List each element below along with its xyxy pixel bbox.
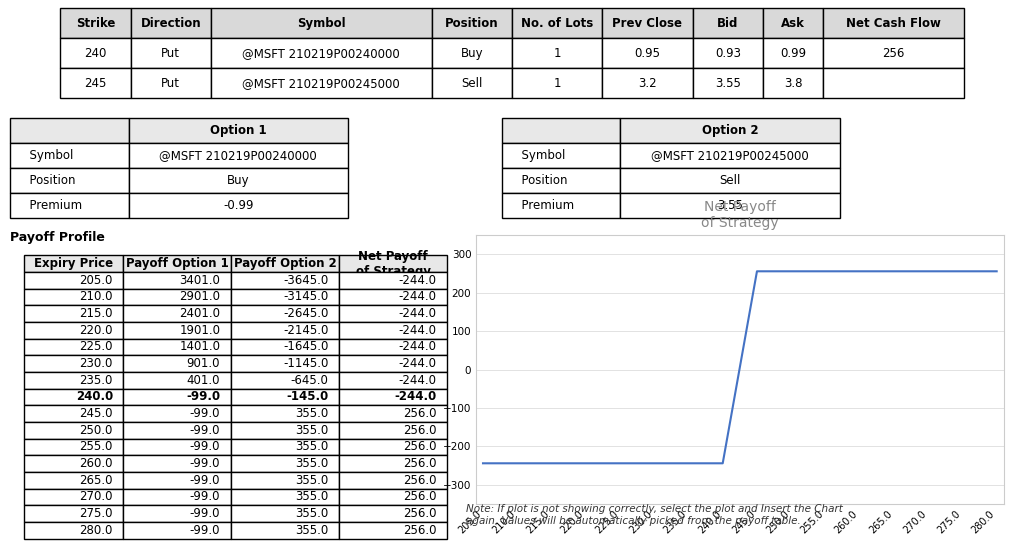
Text: Payoff Profile: Payoff Profile — [10, 231, 105, 245]
Title: Net Payoff
of Strategy: Net Payoff of Strategy — [701, 200, 778, 230]
Text: Note: If plot is not showing correctly, select the plot and Insert the Chart
aga: Note: If plot is not showing correctly, … — [466, 504, 843, 526]
